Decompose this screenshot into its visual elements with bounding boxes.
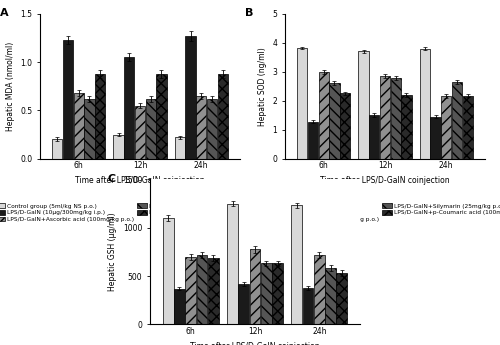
Bar: [330, 83, 340, 159]
Bar: [52, 139, 62, 159]
Bar: [441, 96, 452, 159]
Legend: Control group (5ml/kg NS p.o.), LPS/D-GalN (10μg/300mg/kg i.p.), LPS/D-GalN+Asco: Control group (5ml/kg NS p.o.), LPS/D-Ga…: [0, 202, 286, 223]
Bar: [207, 99, 217, 159]
Bar: [186, 257, 196, 324]
Y-axis label: Hepatic GSH (μg/ml): Hepatic GSH (μg/ml): [108, 213, 118, 291]
Text: A: A: [0, 8, 8, 18]
Y-axis label: Hepatic SOD (ng/ml): Hepatic SOD (ng/ml): [258, 47, 267, 126]
X-axis label: Time after LPS/D-GalN coinjection: Time after LPS/D-GalN coinjection: [190, 342, 320, 345]
Bar: [402, 95, 411, 159]
Bar: [336, 273, 347, 324]
Bar: [292, 206, 302, 324]
Bar: [74, 93, 84, 159]
Legend: Control group (5ml/kg NS p.o.), LPS/D-GalN (10μg/300mg/kg i.p.), LPS/D-GalN+Asco: Control group (5ml/kg NS p.o.), LPS/D-Ga…: [239, 202, 500, 223]
Bar: [124, 57, 134, 159]
Bar: [218, 74, 228, 159]
Bar: [380, 76, 390, 159]
Bar: [308, 121, 318, 159]
X-axis label: Time after LPS/D-GalN coinjection: Time after LPS/D-GalN coinjection: [75, 176, 205, 185]
Bar: [452, 82, 462, 159]
Bar: [114, 135, 124, 159]
Bar: [63, 40, 73, 159]
Bar: [174, 137, 185, 159]
Bar: [238, 284, 249, 324]
Bar: [227, 204, 238, 324]
Bar: [95, 74, 106, 159]
Bar: [369, 115, 380, 159]
Text: B: B: [245, 8, 254, 18]
Bar: [163, 218, 173, 324]
Bar: [325, 268, 336, 324]
Y-axis label: Hepatic MDA (nmol/ml): Hepatic MDA (nmol/ml): [6, 42, 15, 131]
Bar: [146, 99, 156, 159]
Bar: [340, 93, 350, 159]
Text: C: C: [108, 174, 116, 184]
Bar: [302, 288, 314, 324]
Bar: [430, 117, 440, 159]
Bar: [358, 51, 368, 159]
Bar: [135, 106, 145, 159]
Bar: [390, 78, 401, 159]
Bar: [318, 72, 329, 159]
Bar: [297, 48, 308, 159]
Bar: [314, 255, 324, 324]
Bar: [420, 49, 430, 159]
Bar: [272, 264, 283, 324]
Bar: [174, 288, 185, 324]
Bar: [250, 249, 260, 324]
Bar: [84, 99, 94, 159]
Bar: [156, 74, 166, 159]
X-axis label: Time after LPS/D-GalN coinjection: Time after LPS/D-GalN coinjection: [320, 176, 450, 185]
Bar: [261, 264, 272, 324]
Bar: [208, 258, 218, 324]
Bar: [196, 96, 206, 159]
Bar: [462, 96, 473, 159]
Bar: [196, 255, 207, 324]
Bar: [186, 36, 196, 159]
